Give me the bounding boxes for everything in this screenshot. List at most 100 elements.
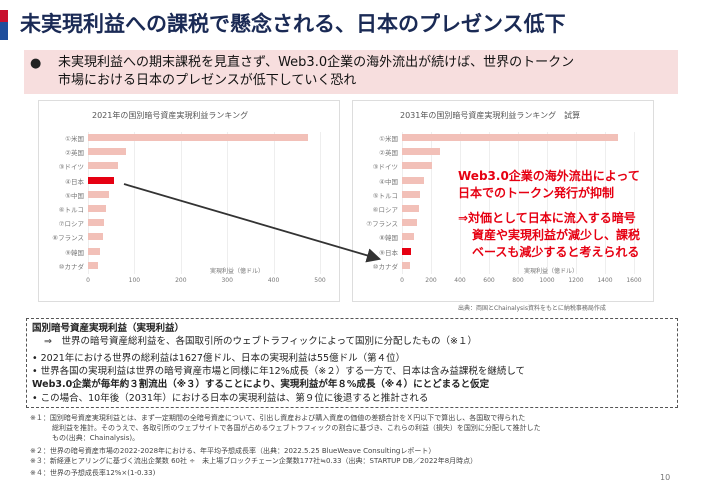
gridline (518, 132, 519, 274)
gridline (134, 132, 136, 274)
callout-line-4: 資産や実現利益が減少し、課税 (472, 228, 641, 242)
x-tick-label: 100 (128, 277, 141, 284)
definition-box (26, 318, 678, 408)
category-label: ③ドイツ (372, 163, 398, 172)
callout-line-3: ⇒対価として日本に流入する暗号 (458, 211, 636, 225)
gridline (402, 132, 403, 274)
bar (402, 261, 411, 269)
point-2-cont: Web3.0企業が毎年約３割流出（※３）することにより、実現利益が年８%成長（※… (32, 379, 490, 390)
bar (402, 219, 418, 227)
bar (402, 162, 433, 170)
bar (402, 205, 419, 212)
bar (88, 205, 106, 212)
x-tick-label: 500 (314, 277, 326, 284)
point-3: • この場合、10年後（2031年）における日本の実現利益は、第９位に後退すると… (32, 393, 429, 404)
category-label: ②英国 (379, 149, 398, 158)
gridline (576, 132, 577, 274)
gridline (431, 132, 432, 274)
category-label: ⑧韓国 (379, 234, 398, 243)
x-tick-label: 400 (267, 277, 280, 284)
bar (402, 176, 424, 184)
category-label: ⑩カナダ (372, 262, 398, 271)
x-tick-label: 1200 (568, 277, 584, 284)
gridline (180, 132, 182, 274)
bar (88, 190, 109, 198)
x-tick-label: 600 (483, 277, 495, 284)
x-tick-label: 0 (400, 277, 404, 284)
x-axis-label: 実現利益（億ドル） (210, 268, 265, 275)
bar (402, 134, 619, 141)
category-label: ⑤トルコ (372, 191, 398, 200)
footnote-1: ※１：国別暗号資産実現利益とは、まず一定期間の全暗号資産について、引出し資産およ… (30, 414, 526, 422)
point-1: • 2021年における世界の総利益は1627億ドル、日本の実現利益は55億ドル（… (32, 353, 406, 364)
callout-text: Web3.0企業の海外流出によって 日本でのトークン発行が抑制 ⇒対価として日本… (458, 168, 688, 261)
footnote-1c: もの(出典：Chainalysis)。 (52, 434, 140, 442)
gridline (605, 132, 606, 274)
footnote-4: ※４：世界の予想成長率12%×(1-0.33) (30, 469, 156, 477)
gridline (88, 132, 89, 274)
summary-line-1: 未実現利益への期末課税を見直さず、Web3.0企業の海外流出が続けば、世界のトー… (58, 55, 575, 70)
bar (88, 261, 99, 269)
x-tick-label: 400 (454, 277, 466, 284)
bar (402, 190, 421, 198)
chart-title-2031: 2031年の国別暗号資産実現利益ランキング 試算 (400, 111, 581, 120)
category-label: ⑥ロシア (372, 206, 398, 214)
bar (88, 219, 105, 227)
gridline (320, 132, 321, 274)
callout-line-5: ベースも減少すると考えられる (472, 245, 640, 259)
bar-japan (402, 247, 411, 255)
bar (88, 247, 100, 255)
japan-shift-arrow (123, 183, 382, 263)
callout-line-1: Web3.0企業の海外流出によって (458, 169, 640, 183)
bar (402, 148, 440, 156)
category-label: ①米国 (65, 135, 84, 143)
gridline (460, 132, 461, 274)
x-tick-label: 1600 (626, 277, 642, 284)
chart-2021: 0 100 200 300 400 500 ①米国 ②英国 ③ドイツ ④日本 ⑤中国 ⑥トルコ ⑦ロシア… (40, 126, 335, 298)
category-label: ⑥トルコ (58, 206, 84, 214)
x-tick-label: 800 (512, 277, 524, 284)
category-label: ⑨韓国 (65, 248, 84, 257)
summary-line-2: 市場における日本のプレゼンスが低下していく恐れ (58, 73, 357, 88)
category-label: ⑦フランス (366, 220, 398, 229)
category-label: ⑩カナダ (58, 262, 84, 271)
category-label: ⑧フランス (52, 234, 84, 243)
gridline (547, 132, 548, 274)
category-label: ④日本 (65, 177, 84, 186)
chart-source: 出典：両国とChainalysis資料をもとに納税事務局作成 (458, 305, 606, 312)
category-label: ⑦ロシア (58, 220, 84, 229)
category-label: ⑨日本 (379, 248, 398, 257)
footnote-1b: 総利益を推計。そのうえで、各取引所のウェブサイトで各国が占めるウェブトラフィック… (52, 424, 541, 432)
summary-box (24, 50, 678, 94)
category-label: ⑤中国 (65, 191, 84, 200)
x-tick-label: 1000 (539, 277, 555, 284)
x-tick-label: 1400 (597, 277, 613, 284)
bullet-dot-icon: ● (30, 56, 42, 71)
bar (88, 162, 119, 170)
definition-title: 国別暗号資産実現利益（実現利益） (32, 323, 185, 334)
footnote-2: ※２：世界の暗号資産市場の2022-2028年における、年平均予想成長率（出典：… (30, 447, 436, 455)
footnote-3: ※３：新経連ヒアリングに基づく流出企業数 60社 ÷ 未上場ブロックチェーン企業… (30, 457, 478, 465)
category-label: ①米国 (379, 135, 398, 143)
category-label: ②英国 (65, 149, 84, 158)
bar (402, 233, 414, 241)
chart-2031: 0 200 400 600 800 1000 1200 1400 1600 ①米国 ②英国 ③ドイツ ④… (354, 126, 649, 298)
gridline (489, 132, 490, 274)
bar (88, 134, 309, 141)
category-label: ③ドイツ (58, 163, 84, 172)
definition-text: ⇒ 世界の暗号資産総利益を、各国取引所のウェブトラフィックによって国別に分配した… (44, 336, 477, 347)
x-axis-label: 実現利益（億ドル） (524, 268, 579, 275)
bar-japan (88, 176, 114, 184)
gridline (273, 132, 275, 274)
gridline (227, 132, 229, 274)
x-tick-label: 0 (86, 277, 90, 284)
x-tick-label: 200 (425, 277, 437, 284)
category-label: ④中国 (379, 177, 398, 186)
title-accent-blue (0, 22, 8, 40)
summary-text: 未実現利益への期末課税を見直さず、Web3.0企業の海外流出が続けば、世界のトー… (58, 54, 668, 90)
gridline (634, 132, 635, 274)
chart-title-2021: 2021年の国別暗号資産実現利益ランキング (92, 111, 249, 120)
x-tick-label: 300 (221, 277, 233, 284)
bar (88, 148, 127, 156)
callout-line-2: 日本でのトークン発行が抑制 (458, 186, 615, 200)
